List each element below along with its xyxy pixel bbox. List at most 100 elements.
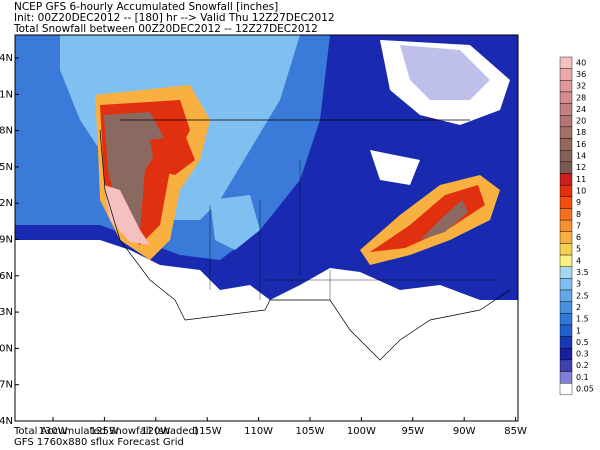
colorbar-swatch bbox=[559, 289, 573, 302]
lat-label: 24N bbox=[0, 416, 13, 427]
colorbar-swatch bbox=[559, 184, 573, 197]
snow-region-extreme bbox=[420, 200, 468, 240]
colorbar-swatch bbox=[559, 243, 573, 256]
colorbar-label: 32 bbox=[576, 82, 586, 91]
colorbar-swatch bbox=[559, 138, 573, 151]
colorbar-swatch bbox=[559, 161, 573, 174]
border bbox=[184, 289, 511, 361]
lon-label: 110W bbox=[244, 426, 273, 437]
lat-label: 36N bbox=[0, 271, 13, 282]
colorbar-swatch bbox=[559, 173, 573, 186]
coastline bbox=[99, 129, 186, 321]
no-snow-patch bbox=[370, 150, 420, 185]
snow-region-extreme bbox=[104, 185, 150, 245]
lat-label: 33N bbox=[0, 307, 13, 318]
colorbar-label: 40 bbox=[576, 58, 586, 67]
lon-label: 95W bbox=[401, 426, 424, 437]
colorbar-swatch bbox=[559, 91, 573, 104]
trace-snow-patch bbox=[400, 45, 490, 100]
lat-label: 51N bbox=[0, 89, 13, 100]
colorbar-swatch bbox=[559, 301, 573, 314]
state-lines bbox=[209, 160, 500, 300]
colorbar-swatch bbox=[559, 56, 573, 69]
colorbar-label: 11 bbox=[576, 175, 586, 184]
colorbar-label: 36 bbox=[576, 70, 586, 79]
colorbar-swatch bbox=[559, 348, 573, 361]
colorbar-swatch bbox=[559, 68, 573, 81]
colorbar-label: 1.5 bbox=[576, 315, 589, 324]
footer: Total Accumulated Snowfall (shaded) GFS … bbox=[13, 426, 199, 448]
colorbar-label: 20 bbox=[576, 117, 586, 126]
lat-label: 30N bbox=[0, 343, 13, 354]
snowfall-field bbox=[15, 35, 518, 421]
colorbar-label: 0.5 bbox=[576, 338, 589, 347]
colorbar-label: 8 bbox=[576, 210, 581, 219]
colorbar-label: 28 bbox=[576, 93, 586, 102]
colorbar-swatch bbox=[559, 219, 573, 232]
colorbar-label: 7 bbox=[576, 221, 581, 230]
lat-label: 39N bbox=[0, 235, 13, 246]
lat-label: 42N bbox=[0, 198, 13, 209]
lon-label: 90W bbox=[453, 426, 476, 437]
footer-line: Total Accumulated Snowfall (shaded) bbox=[13, 426, 199, 437]
colorbar-swatch bbox=[559, 126, 573, 139]
lon-labels: 130W 125W 120W 115W 110W 105W 100W 95W 90W 85W bbox=[39, 417, 527, 437]
colorbar-label: 0.2 bbox=[576, 361, 589, 370]
colorbar-label: 3.5 bbox=[576, 268, 589, 277]
map-frame bbox=[14, 34, 519, 422]
title-line: Init: 00Z20DEC2012 -- [180] hr --> Valid… bbox=[14, 12, 335, 24]
colorbar-label: 2.5 bbox=[576, 291, 589, 300]
colorbar-label: 4 bbox=[576, 256, 581, 265]
snow-region-heavy bbox=[370, 185, 485, 252]
colorbar-label: 0.05 bbox=[576, 385, 594, 394]
lon-label: 85W bbox=[504, 426, 527, 437]
colorbar-swatch bbox=[559, 383, 573, 396]
header: NCEP GFS 6-hourly Accumulated Snowfall [… bbox=[13, 1, 335, 35]
colorbar-swatch bbox=[559, 278, 573, 291]
colorbar-swatch bbox=[559, 115, 573, 128]
colorbar-swatch bbox=[559, 231, 573, 244]
lon-label: 105W bbox=[296, 426, 325, 437]
lon-label: 125W bbox=[90, 426, 119, 437]
colorbar-swatch bbox=[559, 254, 573, 267]
lat-label: 27N bbox=[0, 380, 13, 391]
lat-label: 54N bbox=[0, 53, 13, 64]
colorbar-swatch bbox=[559, 371, 573, 384]
colorbar-swatch bbox=[559, 313, 573, 326]
title-line: NCEP GFS 6-hourly Accumulated Snowfall [… bbox=[14, 1, 278, 13]
colorbar-swatch bbox=[559, 149, 573, 163]
title-line: Total Snowfall between 00Z20DEC2012 -- 1… bbox=[13, 23, 318, 35]
lat-label: 45N bbox=[0, 162, 13, 173]
colorbar-swatch bbox=[559, 324, 573, 337]
footer-line: GFS 1760x880 sflux Forecast Grid bbox=[14, 437, 184, 448]
colorbar-swatch bbox=[559, 359, 573, 372]
lon-label: 130W bbox=[39, 426, 68, 437]
map-outlines bbox=[99, 119, 511, 361]
colorbar-label: 5 bbox=[576, 245, 581, 254]
colorbar-swatch bbox=[559, 80, 573, 93]
colorbar: 40 36 32 28 24 20 18 16 14 12 11 10 9 8 7 6 5 4 3.5 3 2.5 2 1.… bbox=[559, 56, 594, 396]
colorbar-label: 0.1 bbox=[576, 373, 589, 382]
colorbar-label: 18 bbox=[576, 128, 586, 137]
colorbar-label: 16 bbox=[576, 140, 586, 149]
colorbar-label: 6 bbox=[576, 233, 581, 242]
colorbar-label: 12 bbox=[576, 163, 586, 172]
colorbar-label: 9 bbox=[576, 198, 581, 207]
colorbar-label: 0.3 bbox=[576, 350, 589, 359]
colorbar-swatch bbox=[559, 103, 573, 116]
lon-label: 120W bbox=[141, 426, 170, 437]
colorbar-label: 3 bbox=[576, 280, 581, 289]
lat-label: 48N bbox=[0, 126, 13, 137]
colorbar-label: 1 bbox=[576, 326, 581, 335]
colorbar-swatch bbox=[559, 208, 573, 221]
lat-labels: 54N 51N 48N 45N 42N 39N 36N 33N 30N 27N 24N bbox=[0, 53, 19, 427]
lon-label: 100W bbox=[347, 426, 376, 437]
colorbar-swatch bbox=[559, 266, 573, 279]
snow-region-heavy bbox=[150, 135, 195, 175]
snow-region-moderate bbox=[210, 195, 260, 250]
colorbar-swatch bbox=[559, 336, 573, 349]
colorbar-label: 14 bbox=[576, 152, 586, 161]
lon-label: 115W bbox=[193, 426, 222, 437]
colorbar-label: 2 bbox=[576, 303, 581, 312]
